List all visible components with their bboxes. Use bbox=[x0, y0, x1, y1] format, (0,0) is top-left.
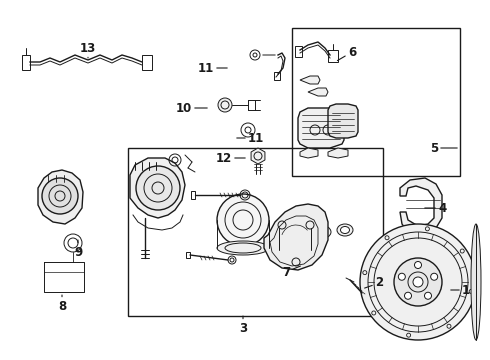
Text: 10: 10 bbox=[176, 102, 207, 114]
Text: 13: 13 bbox=[80, 41, 96, 58]
Text: 12: 12 bbox=[216, 152, 245, 165]
Circle shape bbox=[218, 98, 232, 112]
Polygon shape bbox=[264, 204, 328, 270]
Circle shape bbox=[279, 212, 311, 244]
Text: 3: 3 bbox=[239, 316, 247, 334]
Circle shape bbox=[42, 178, 78, 214]
Ellipse shape bbox=[471, 224, 481, 340]
Circle shape bbox=[398, 273, 405, 280]
Ellipse shape bbox=[217, 241, 269, 255]
Circle shape bbox=[394, 258, 442, 306]
Polygon shape bbox=[300, 76, 320, 84]
Circle shape bbox=[360, 224, 476, 340]
Text: 7: 7 bbox=[282, 266, 300, 279]
Circle shape bbox=[431, 273, 438, 280]
Polygon shape bbox=[130, 158, 185, 218]
Circle shape bbox=[415, 261, 421, 269]
Text: 2: 2 bbox=[365, 276, 383, 289]
Circle shape bbox=[413, 277, 423, 287]
Text: 11: 11 bbox=[237, 131, 264, 144]
Bar bbox=[128, 148, 383, 316]
Ellipse shape bbox=[341, 226, 349, 234]
Ellipse shape bbox=[337, 224, 353, 236]
Text: 5: 5 bbox=[430, 141, 457, 154]
Text: 11: 11 bbox=[198, 62, 227, 75]
Text: 9: 9 bbox=[74, 240, 82, 258]
Text: 1: 1 bbox=[451, 284, 470, 297]
Circle shape bbox=[217, 194, 269, 246]
Circle shape bbox=[136, 166, 180, 210]
Polygon shape bbox=[400, 178, 442, 234]
Polygon shape bbox=[251, 148, 265, 164]
Polygon shape bbox=[38, 170, 83, 224]
Text: 6: 6 bbox=[338, 45, 356, 60]
Polygon shape bbox=[308, 88, 328, 96]
Text: 8: 8 bbox=[58, 295, 66, 312]
Polygon shape bbox=[298, 108, 344, 148]
Ellipse shape bbox=[279, 246, 311, 255]
Text: 4: 4 bbox=[425, 202, 446, 215]
Polygon shape bbox=[328, 148, 348, 158]
Ellipse shape bbox=[313, 228, 327, 237]
Polygon shape bbox=[328, 104, 358, 138]
Bar bbox=[292, 28, 460, 176]
Ellipse shape bbox=[309, 225, 331, 239]
Polygon shape bbox=[300, 148, 318, 158]
Circle shape bbox=[424, 292, 432, 299]
Circle shape bbox=[405, 292, 412, 299]
